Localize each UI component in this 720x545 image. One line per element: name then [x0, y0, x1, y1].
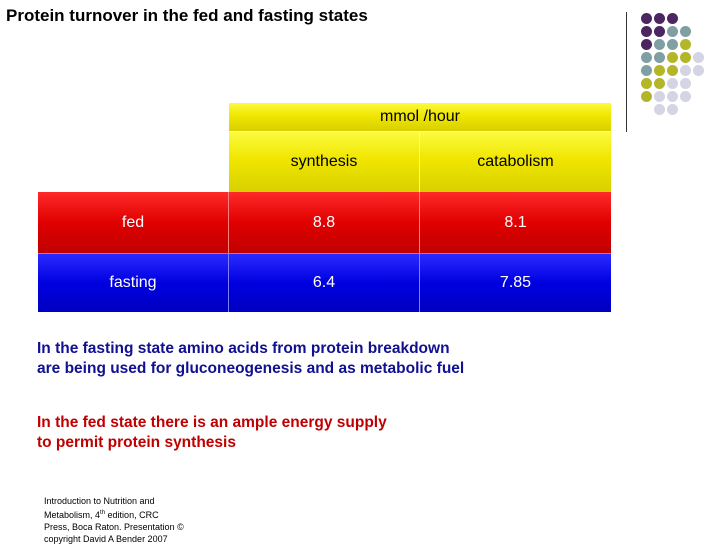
- row-label-fasting: fasting: [38, 253, 229, 312]
- fed-note: In the fed state there is an ample energ…: [37, 413, 387, 453]
- decor-dot: [667, 52, 678, 63]
- decor-dot: [641, 52, 652, 63]
- credit-line: Press, Boca Raton. Presentation ©: [44, 522, 184, 532]
- decor-dot: [654, 65, 665, 76]
- cell-fed-catabolism: 8.1: [420, 192, 611, 253]
- fasting-note-line: In the fasting state amino acids from pr…: [37, 340, 450, 357]
- decor-dot: [680, 78, 691, 89]
- decor-dot: [680, 65, 691, 76]
- decor-dot: [680, 26, 691, 37]
- decorative-divider: [626, 12, 627, 132]
- decor-dot: [667, 26, 678, 37]
- decor-dot: [667, 65, 678, 76]
- cell-fasting-synthesis: 6.4: [229, 253, 420, 312]
- decor-dot: [654, 91, 665, 102]
- decor-dot: [667, 39, 678, 50]
- decor-dot: [654, 26, 665, 37]
- decor-dot: [693, 65, 704, 76]
- cell-fed-synthesis: 8.8: [229, 192, 420, 253]
- decor-dot: [641, 91, 652, 102]
- fasting-note-line: are being used for gluconeogenesis and a…: [37, 360, 465, 377]
- decor-dot: [680, 52, 691, 63]
- decor-dot: [641, 13, 652, 24]
- credit-line: copyright David A Bender 2007: [44, 534, 168, 544]
- fed-note-line: In the fed state there is an ample energ…: [37, 414, 387, 431]
- column-header-synthesis: synthesis: [229, 131, 420, 192]
- row-label-fed: fed: [38, 192, 229, 253]
- decor-dot: [667, 91, 678, 102]
- decor-dot: [667, 104, 678, 115]
- decor-dot: [654, 52, 665, 63]
- decor-dot: [654, 104, 665, 115]
- credit-text: Metabolism, 4: [44, 510, 101, 520]
- fed-note-line: to permit protein synthesis: [37, 434, 236, 451]
- decor-dot: [667, 78, 678, 89]
- decor-dot: [641, 65, 652, 76]
- decor-dot: [680, 91, 691, 102]
- credit-line: Introduction to Nutrition and: [44, 496, 155, 506]
- decor-dot: [641, 26, 652, 37]
- credit-line: Metabolism, 4th edition, CRC: [44, 507, 219, 521]
- decor-dot: [654, 39, 665, 50]
- credit-text: edition, CRC: [105, 510, 159, 520]
- decor-dot: [680, 39, 691, 50]
- decorative-dot-grid: [641, 13, 720, 123]
- unit-header: mmol /hour: [229, 103, 611, 131]
- decor-dot: [667, 13, 678, 24]
- decor-dot: [654, 13, 665, 24]
- column-header-catabolism: catabolism: [420, 131, 611, 192]
- decor-dot: [641, 78, 652, 89]
- copyright-credit: Introduction to Nutrition and Metabolism…: [44, 495, 219, 545]
- decor-dot: [693, 52, 704, 63]
- decor-dot: [641, 39, 652, 50]
- decor-dot: [654, 78, 665, 89]
- fasting-note: In the fasting state amino acids from pr…: [37, 339, 464, 379]
- cell-fasting-catabolism: 7.85: [420, 253, 611, 312]
- credit-superscript: th: [100, 510, 106, 516]
- slide-title: Protein turnover in the fed and fasting …: [6, 6, 368, 25]
